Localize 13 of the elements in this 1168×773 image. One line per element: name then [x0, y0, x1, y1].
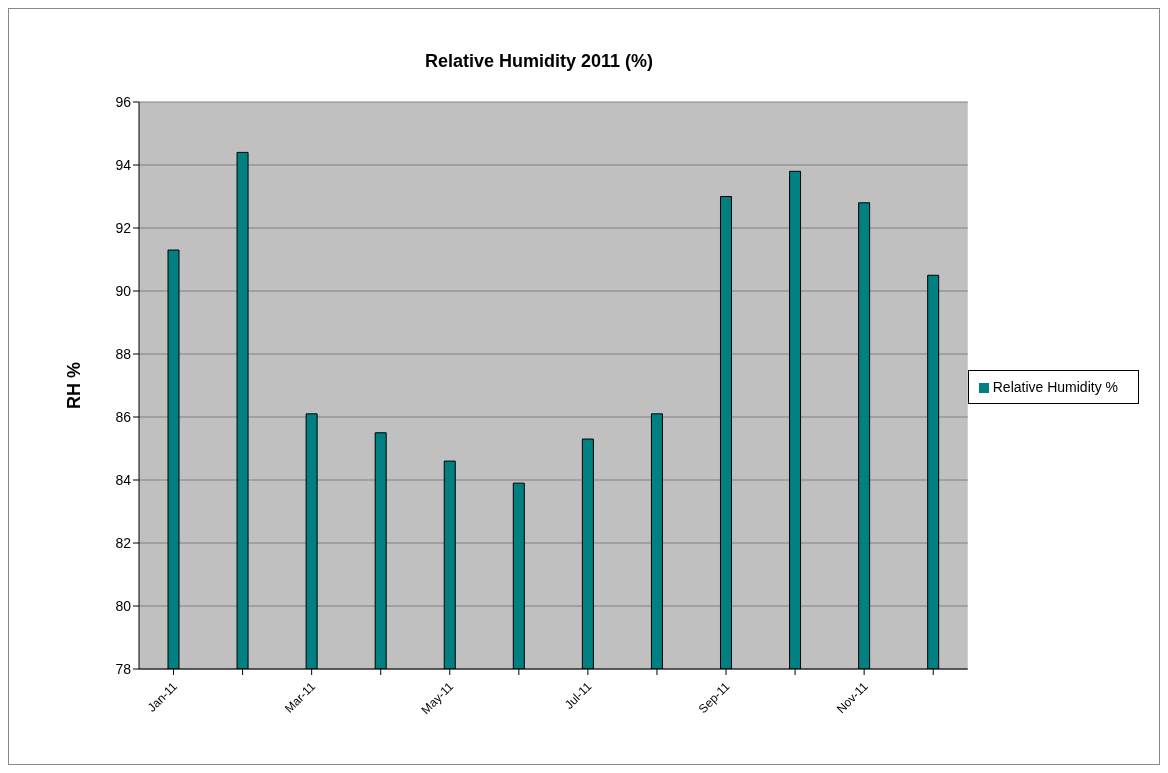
- y-tick-label: 78: [115, 660, 132, 677]
- legend-label: Relative Humidity %: [992, 378, 1118, 395]
- y-tick-label: 86: [115, 408, 132, 425]
- y-tick-label: 80: [115, 597, 132, 614]
- y-tick-label: 82: [115, 534, 132, 551]
- y-tick-label: 84: [115, 471, 132, 488]
- y-tick-label: 92: [115, 219, 132, 236]
- chart-title: Relative Humidity 2011 (%): [423, 51, 655, 72]
- y-tick-label: 96: [115, 93, 132, 110]
- y-axis-title: RH %: [64, 361, 85, 410]
- y-tick-label: 88: [115, 345, 132, 362]
- y-tick-label: 94: [115, 156, 132, 173]
- y-tick-label: 90: [115, 282, 132, 299]
